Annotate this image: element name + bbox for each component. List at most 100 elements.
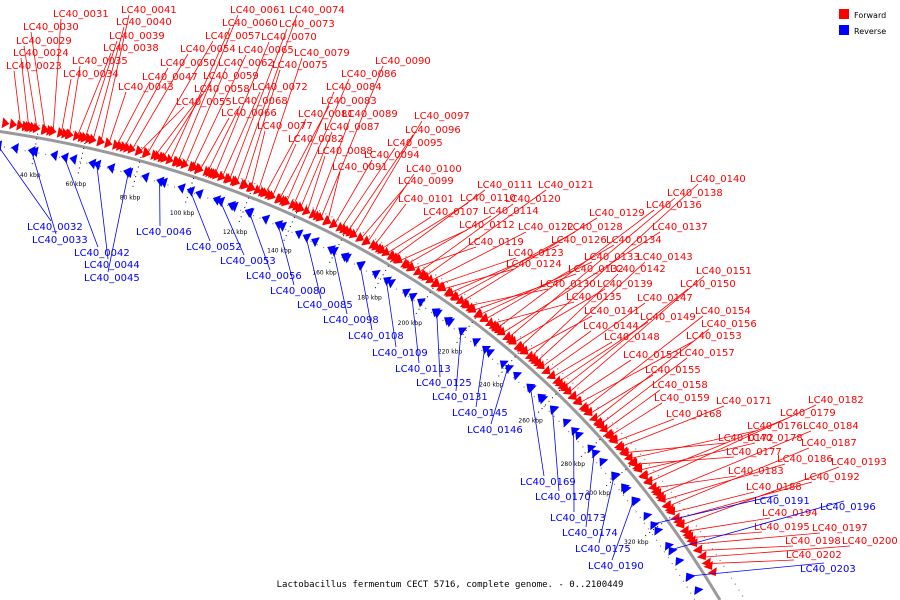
gene-label[interactable]: LC40_0096 — [405, 125, 461, 136]
gene-label[interactable]: LC40_0188 — [746, 482, 802, 493]
gene-label[interactable]: LC40_0030 — [23, 22, 79, 33]
gene-label[interactable]: LC40_0114 — [483, 206, 539, 217]
gene-label[interactable]: LC40_0192 — [804, 472, 860, 483]
gene-label[interactable]: LC40_0040 — [116, 17, 172, 28]
gene-label[interactable]: LC40_0033 — [32, 235, 88, 246]
gene-label[interactable]: LC40_0183 — [728, 466, 784, 477]
gene-label[interactable]: LC40_0177 — [726, 447, 782, 458]
gene-label[interactable]: LC40_0121 — [538, 180, 594, 191]
gene-label[interactable]: LC40_0122 — [518, 222, 574, 233]
gene-label[interactable]: LC40_0091 — [332, 162, 388, 173]
gene-label[interactable]: LC40_0197 — [812, 523, 868, 534]
gene-label[interactable]: LC40_0032 — [27, 222, 83, 233]
gene-label[interactable]: LC40_0038 — [103, 43, 159, 54]
gene-label[interactable]: LC40_0082 — [288, 134, 344, 145]
gene-label[interactable]: LC40_0080 — [270, 286, 326, 297]
gene-label[interactable]: LC40_0178 — [747, 433, 803, 444]
gene-label[interactable]: LC40_0174 — [562, 528, 618, 539]
gene-label[interactable]: LC40_0168 — [666, 409, 722, 420]
gene-label[interactable]: LC40_0042 — [74, 248, 130, 259]
gene-label[interactable]: LC40_0034 — [63, 69, 119, 80]
gene-label[interactable]: LC40_0147 — [637, 293, 693, 304]
gene-label[interactable]: LC40_0097 — [414, 111, 470, 122]
gene-label[interactable]: LC40_0153 — [686, 331, 742, 342]
gene-label[interactable]: LC40_0087 — [324, 122, 380, 133]
gene-label[interactable]: LC40_0200 — [842, 536, 898, 547]
gene-label[interactable]: LC40_0057 — [205, 31, 261, 42]
gene-label[interactable]: LC40_0173 — [550, 513, 606, 524]
gene-label[interactable]: LC40_0024 — [13, 48, 69, 59]
gene-label[interactable]: LC40_0101 — [398, 194, 454, 205]
gene-label[interactable]: LC40_0148 — [604, 332, 660, 343]
gene-label[interactable]: LC40_0031 — [53, 9, 109, 20]
gene-label[interactable]: LC40_0107 — [423, 207, 479, 218]
gene-label[interactable]: LC40_0137 — [652, 222, 708, 233]
gene-label[interactable]: LC40_0182 — [808, 395, 864, 406]
gene-label[interactable]: LC40_0202 — [786, 550, 842, 561]
gene-label[interactable]: LC40_0193 — [831, 457, 887, 468]
gene-label[interactable]: LC40_0077 — [257, 121, 313, 132]
gene-label[interactable]: LC40_0100 — [406, 164, 462, 175]
gene-label[interactable]: LC40_0084 — [326, 82, 382, 93]
gene-label[interactable]: LC40_0124 — [506, 259, 562, 270]
gene-label[interactable]: LC40_0131 — [432, 392, 488, 403]
gene-label[interactable]: LC40_0072 — [252, 82, 308, 93]
gene-label[interactable]: LC40_0108 — [348, 331, 404, 342]
gene-label[interactable]: LC40_0089 — [342, 109, 398, 120]
gene-label[interactable]: LC40_0170 — [535, 492, 591, 503]
gene-label[interactable]: LC40_0095 — [387, 138, 443, 149]
gene-label[interactable]: LC40_0140 — [690, 174, 746, 185]
gene-label[interactable]: LC40_0046 — [136, 227, 192, 238]
gene-label[interactable]: LC40_0145 — [452, 408, 508, 419]
gene-label[interactable]: LC40_0060 — [222, 18, 278, 29]
gene-label[interactable]: LC40_0157 — [679, 348, 735, 359]
gene-label[interactable]: LC40_0126 — [551, 235, 607, 246]
gene-label[interactable]: LC40_0156 — [701, 319, 757, 330]
gene-label[interactable]: LC40_0066 — [221, 108, 277, 119]
gene-label[interactable]: LC40_0023 — [6, 61, 62, 72]
gene-label[interactable]: LC40_0053 — [220, 256, 276, 267]
gene-label[interactable]: LC40_0169 — [520, 477, 576, 488]
gene-label[interactable]: LC40_0059 — [203, 71, 259, 82]
gene-label[interactable]: LC40_0068 — [232, 96, 288, 107]
gene-label[interactable]: LC40_0050 — [160, 58, 216, 69]
gene-label[interactable]: LC40_0175 — [575, 544, 631, 555]
gene-label[interactable]: LC40_0055 — [176, 97, 232, 108]
gene-label[interactable]: LC40_0150 — [680, 279, 736, 290]
gene-label[interactable]: LC40_0176 — [747, 421, 803, 432]
gene-label[interactable]: LC40_0085 — [297, 300, 353, 311]
gene-label[interactable]: LC40_0139 — [597, 279, 653, 290]
gene-label[interactable]: LC40_0073 — [279, 19, 335, 30]
gene-label[interactable]: LC40_0184 — [803, 421, 859, 432]
gene-label[interactable]: LC40_0158 — [652, 380, 708, 391]
gene-label[interactable]: LC40_0128 — [567, 222, 623, 233]
gene-label[interactable]: LC40_0111 — [477, 180, 533, 191]
gene-label[interactable]: LC40_0130 — [540, 279, 596, 290]
gene-label[interactable]: LC40_0029 — [16, 36, 72, 47]
gene-label[interactable]: LC40_0099 — [398, 176, 454, 187]
gene-label[interactable]: LC40_0039 — [109, 31, 165, 42]
gene-label[interactable]: LC40_0125 — [416, 378, 472, 389]
gene-label[interactable]: LC40_0138 — [667, 188, 723, 199]
gene-label[interactable]: LC40_0155 — [645, 365, 701, 376]
gene-label[interactable]: LC40_0144 — [583, 321, 639, 332]
gene-label[interactable]: LC40_0172 — [718, 433, 774, 444]
gene-label[interactable]: LC40_0047 — [142, 72, 198, 83]
gene-label[interactable]: LC40_0044 — [84, 260, 140, 271]
gene-label[interactable]: LC40_0090 — [375, 56, 431, 67]
gene-label[interactable]: LC40_0142 — [610, 264, 666, 275]
gene-label[interactable]: LC40_0083 — [321, 96, 377, 107]
gene-label[interactable]: LC40_0149 — [640, 312, 696, 323]
gene-label[interactable]: LC40_0203 — [800, 564, 856, 575]
gene-label[interactable]: LC40_0190 — [588, 561, 644, 572]
gene-label[interactable]: LC40_0179 — [780, 408, 836, 419]
gene-label[interactable]: LC40_0146 — [467, 425, 523, 436]
gene-label[interactable]: LC40_0045 — [84, 273, 140, 284]
gene-label[interactable]: LC40_0109 — [372, 348, 428, 359]
gene-label[interactable]: LC40_0171 — [716, 396, 772, 407]
gene-label[interactable]: LC40_0195 — [754, 522, 810, 533]
gene-label[interactable]: LC40_0086 — [341, 69, 397, 80]
gene-label[interactable]: LC40_0196 — [820, 502, 876, 513]
gene-label[interactable]: LC40_0041 — [121, 5, 177, 16]
gene-label[interactable]: LC40_0151 — [696, 266, 752, 277]
